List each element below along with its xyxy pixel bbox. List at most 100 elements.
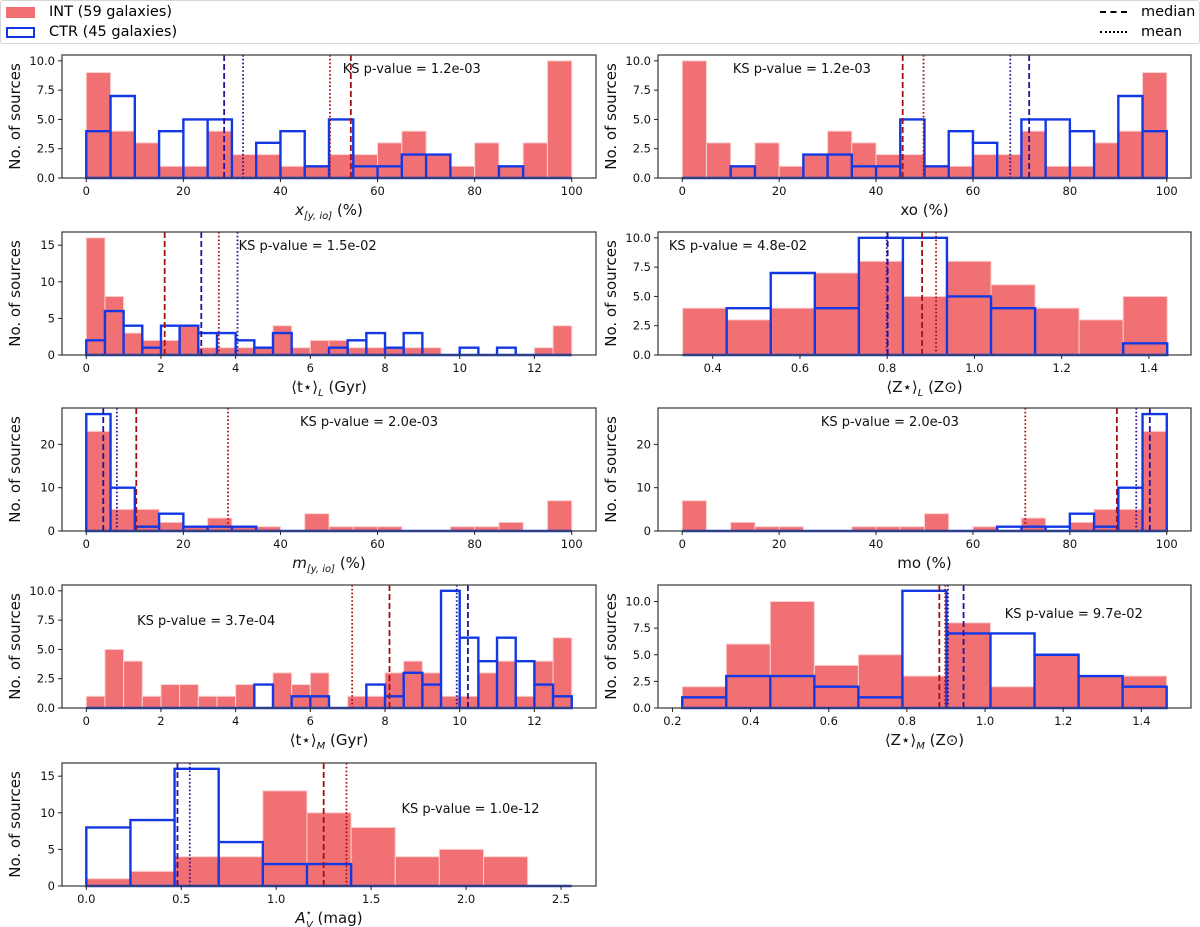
- x-label-sup: ⋆: [306, 908, 312, 919]
- panel-mo: 0 20 40 60 80 100 0 10 20 No. of sources mo (%) KS …: [602, 407, 1192, 572]
- int-bar: [160, 339, 181, 356]
- int-bar: [85, 237, 106, 356]
- x-tick-label: 0: [679, 537, 686, 551]
- x-tick-label: 0.4: [704, 361, 722, 375]
- x-tick-label: 1.0: [976, 714, 994, 728]
- x-label-sub: V: [306, 920, 314, 927]
- legend-item-int: INT (59 galaxies): [6, 4, 172, 20]
- y-tick-label: 10.0: [625, 54, 651, 68]
- int-bar: [182, 165, 209, 179]
- int-bar: [216, 695, 237, 709]
- int-bar: [1020, 517, 1047, 532]
- y-axis-label: No. of sources: [602, 240, 620, 347]
- int-bar: [421, 672, 442, 709]
- ctr-histogram-outline: [85, 309, 572, 357]
- int-bar: [179, 325, 199, 356]
- panel-Z_L: 0.4 0.6 0.8 1.0 1.2 1.4 0.0 2.5 5.0 7.5 10.0 No. of…: [602, 231, 1192, 399]
- x-tick-label: 1.0: [267, 892, 285, 906]
- y-tick-label: 10.0: [29, 584, 55, 598]
- x-label-main: ⟨t⋆⟩: [291, 378, 318, 396]
- int-bar: [304, 513, 330, 532]
- x-tick-label: 1.2: [1053, 361, 1071, 375]
- x-label-unit: (mag): [313, 909, 363, 927]
- y-axis-label: No. of sources: [602, 63, 620, 170]
- x-tick-label: 40: [273, 184, 288, 198]
- int-bar: [498, 521, 524, 532]
- int-bar: [730, 165, 756, 179]
- x-tick-label: 20: [176, 537, 191, 551]
- x-axis-label: A⋆ V (mag): [294, 908, 362, 927]
- ks-pvalue-annotation: KS p-value = 9.7e-02: [1005, 607, 1143, 622]
- y-tick-label: 0: [48, 348, 55, 362]
- y-tick-label: 10.0: [625, 595, 651, 609]
- ks-pvalue-annotation: KS p-value = 4.8e-02: [669, 239, 807, 254]
- int-bar: [449, 165, 476, 179]
- x-tick-label: 1.4: [1132, 714, 1150, 728]
- x-tick-label: 0.6: [820, 714, 838, 728]
- int-bar: [262, 790, 308, 887]
- x-tick-label: 12: [527, 714, 542, 728]
- x-label-sub: [y, io]: [304, 211, 332, 222]
- x-axis-label: ⟨Z⋆⟩M (Z⊙): [885, 731, 964, 752]
- y-tick-label: 7.5: [633, 260, 651, 274]
- y-tick-label: 20: [40, 437, 55, 451]
- y-axis-label: No. of sources: [602, 593, 620, 700]
- int-bar: [769, 601, 815, 709]
- x-tick-label: 0.2: [663, 714, 681, 728]
- x-tick-label: 0.4: [741, 714, 759, 728]
- x-tick-label: 40: [869, 537, 884, 551]
- x-label-main: A: [294, 909, 305, 927]
- x-tick-label: 0.0: [77, 892, 95, 906]
- axes-frame: [61, 762, 597, 887]
- int-bar: [309, 672, 330, 709]
- y-tick-label: 5: [48, 311, 55, 325]
- y-tick-label: 0.0: [633, 171, 651, 185]
- int-bar: [197, 695, 218, 709]
- x-tick-label: 0: [83, 184, 90, 198]
- int-bar: [1093, 142, 1119, 179]
- int-bar: [778, 165, 804, 179]
- int-bar: [365, 695, 386, 709]
- y-tick-label: 5.0: [37, 112, 55, 126]
- y-tick-label: 10: [636, 481, 651, 495]
- int-bar: [1034, 307, 1080, 356]
- panel-t_M: 0 2 4 6 8 10 12 0.0 2.5 5.0 7.5 10.0 No. of sources ⟨…: [6, 584, 597, 752]
- x-tick-label: 0.5: [172, 892, 190, 906]
- x-tick-label: 2: [157, 714, 164, 728]
- axes-frame: [657, 231, 1192, 356]
- int-swatch: [6, 6, 35, 18]
- int-bar: [522, 142, 548, 179]
- x-tick-label: 100: [561, 184, 583, 198]
- legend: INT (59 galaxies) CTR (45 galaxies) medi…: [0, 0, 1200, 44]
- x-tick-label: 0: [83, 537, 90, 551]
- legend-item-ctr: CTR (45 galaxies): [6, 24, 177, 40]
- x-label-main: ⟨Z⋆⟩: [886, 378, 917, 396]
- int-bar: [474, 142, 500, 179]
- int-bar: [754, 142, 780, 179]
- x-label-sub: [y, io]: [307, 564, 335, 575]
- x-label-unit: (Gyr): [325, 731, 368, 749]
- x-tick-label: 80: [1063, 184, 1078, 198]
- y-tick-label: 10.0: [29, 54, 55, 68]
- y-tick-label: 7.5: [633, 621, 651, 635]
- x-tick-label: 40: [869, 184, 884, 198]
- int-bar: [858, 260, 904, 356]
- int-bar: [394, 856, 440, 887]
- axes-frame: [657, 54, 1192, 179]
- int-bar: [85, 72, 112, 179]
- x-tick-label: 2.5: [552, 892, 570, 906]
- int-bar: [1078, 319, 1124, 356]
- x-tick-label: 60: [370, 184, 385, 198]
- int-bar: [552, 325, 573, 356]
- ks-pvalue-annotation: KS p-value = 2.0e-03: [300, 415, 438, 430]
- int-bar: [272, 672, 293, 709]
- int-bar: [207, 517, 233, 532]
- x-tick-label: 0.8: [878, 361, 896, 375]
- x-tick-label: 20: [772, 184, 787, 198]
- x-axis-label: x[y, io] (%): [294, 201, 363, 222]
- int-bar: [972, 154, 998, 179]
- x-label-main: xo (%): [900, 201, 948, 219]
- x-axis-label: m[y, io] (%): [292, 554, 366, 575]
- int-bar: [1142, 430, 1168, 532]
- int-bar: [425, 154, 451, 179]
